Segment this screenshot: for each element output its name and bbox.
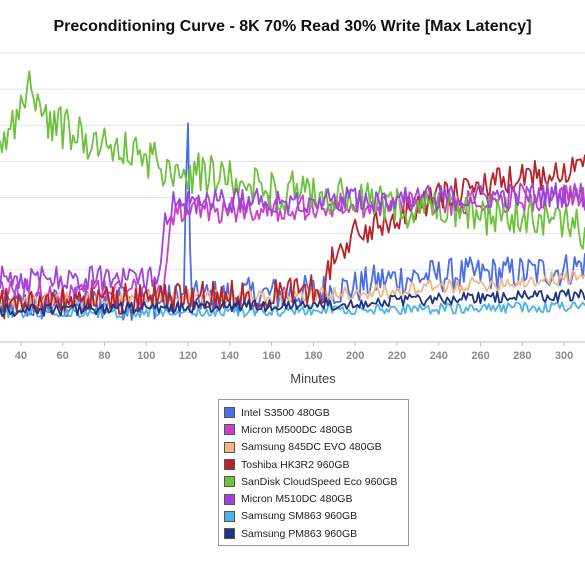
x-axis-label: Minutes xyxy=(290,371,336,386)
series-line-6 xyxy=(0,301,585,319)
x-tick-label: 220 xyxy=(388,350,406,362)
legend-swatch xyxy=(224,528,235,540)
legend-item: Samsung PM863 960GB xyxy=(224,525,408,542)
x-tick-label: 60 xyxy=(57,350,69,362)
x-tick-label: 280 xyxy=(513,350,531,362)
x-tick-label: 180 xyxy=(304,350,322,362)
legend-swatch xyxy=(224,424,235,436)
series-line-5 xyxy=(0,182,585,292)
legend-label: Samsung PM863 960GB xyxy=(241,527,358,540)
legend-swatch xyxy=(224,459,235,471)
legend-label: SanDisk CloudSpeed Eco 960GB xyxy=(241,475,398,488)
x-tick-label: 40 xyxy=(15,350,27,362)
legend-swatch xyxy=(224,493,235,505)
legend-item: Micron M500DC 480GB xyxy=(224,421,408,438)
x-tick-label: 160 xyxy=(262,350,280,362)
legend-item: Toshiba HK3R2 960GB xyxy=(224,456,408,473)
legend-label: Micron M500DC 480GB xyxy=(241,423,353,436)
x-tick-label: 260 xyxy=(471,350,489,362)
legend-item: SanDisk CloudSpeed Eco 960GB xyxy=(224,473,408,490)
legend: Intel S3500 480GB Micron M500DC 480GB Sams… xyxy=(218,399,409,546)
legend-label: Micron M510DC 480GB xyxy=(241,493,353,506)
x-tick-label: 240 xyxy=(430,350,448,362)
x-tick-label: 140 xyxy=(221,350,239,362)
legend-label: Samsung 845DC EVO 480GB xyxy=(241,441,382,454)
legend-label: Intel S3500 480GB xyxy=(241,406,330,419)
x-tick-label: 80 xyxy=(98,350,110,362)
legend-item: Samsung SM863 960GB xyxy=(224,508,408,525)
x-tick-label: 120 xyxy=(179,350,197,362)
legend-swatch xyxy=(224,441,235,453)
legend-swatch xyxy=(224,476,235,488)
legend-swatch xyxy=(224,407,235,419)
legend-label: Toshiba HK3R2 960GB xyxy=(241,458,350,471)
x-axis-ticks: 40 60 80 100 120 140 160 180 200 220 240 260 280 300 xyxy=(15,342,573,362)
series-line-4 xyxy=(0,70,585,250)
legend-swatch xyxy=(224,510,235,522)
series-lines xyxy=(0,70,585,321)
legend-item: Intel S3500 480GB xyxy=(224,404,408,421)
chart-title: Preconditioning Curve - 8K 70% Read 30% … xyxy=(53,18,532,35)
x-tick-label: 300 xyxy=(555,350,573,362)
legend-item: Samsung 845DC EVO 480GB xyxy=(224,439,408,456)
series-line-3 xyxy=(0,154,585,320)
series-line-7 xyxy=(0,288,585,318)
legend-item: Micron M510DC 480GB xyxy=(224,490,408,507)
x-tick-label: 100 xyxy=(137,350,155,362)
x-tick-label: 200 xyxy=(346,350,364,362)
legend-label: Samsung SM863 960GB xyxy=(241,510,358,523)
